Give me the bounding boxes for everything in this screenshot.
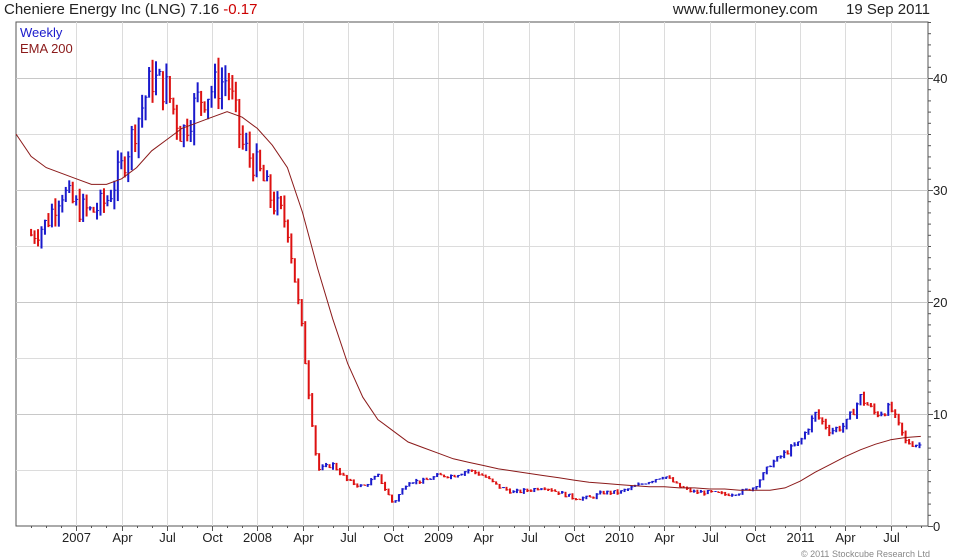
x-grid	[31, 22, 922, 531]
y-axis-labels: 0 10 20 30 40	[933, 71, 947, 534]
company-name: Cheniere Energy Inc (LNG)	[4, 1, 186, 18]
source-site: www.fullermoney.com	[672, 1, 818, 18]
x-tick-label: Apr	[835, 530, 856, 545]
plot-frame	[15, 21, 929, 527]
x-tick-label: Apr	[654, 530, 675, 545]
price-bars	[30, 57, 922, 503]
last-price: 7.16	[189, 1, 220, 18]
y-tick-label: 10	[933, 407, 947, 422]
x-tick-label: Oct	[383, 530, 404, 545]
x-tick-label: Oct	[202, 530, 223, 545]
chart-date: 19 Sep 2011	[846, 1, 930, 18]
legend-entry: EMA 200	[20, 41, 73, 56]
chart-source: www.fullermoney.com 19 Sep 2011	[673, 1, 930, 18]
x-tick-label: Oct	[564, 530, 585, 545]
y-tick-label: 20	[933, 295, 947, 310]
x-tick-label: 2010	[605, 530, 634, 545]
x-tick-label: Apr	[112, 530, 133, 545]
x-tick-label: 2009	[424, 530, 453, 545]
x-tick-label: Jul	[702, 530, 719, 545]
chart-title: Cheniere Energy Inc (LNG) 7.16 -0.17	[4, 1, 258, 18]
y-tick-label: 0	[933, 519, 940, 534]
y-grid	[16, 22, 933, 527]
ema-200-line	[15, 111, 921, 491]
legend-entry: Weekly	[20, 25, 63, 40]
copyright: © 2011 Stockcube Research Ltd	[800, 549, 930, 559]
x-tick-label: Oct	[745, 530, 766, 545]
x-tick-label: Apr	[473, 530, 494, 545]
x-tick-label: 2007	[62, 530, 91, 545]
x-tick-label: 2011	[787, 530, 815, 545]
x-tick-label: Jul	[883, 530, 900, 545]
y-tick-label: 40	[933, 71, 947, 86]
x-tick-label: Apr	[293, 530, 314, 545]
x-tick-label: Jul	[340, 530, 357, 545]
x-tick-label: 2008	[243, 530, 272, 545]
y-tick-label: 30	[933, 183, 947, 198]
x-axis-labels: 2007 Apr Jul Oct 2008 Apr Jul Oct 2009 Apr Jul Oct 2…	[62, 530, 900, 545]
x-tick-label: Jul	[159, 530, 176, 545]
price-change: -0.17	[223, 1, 258, 18]
x-tick-label: Jul	[521, 530, 538, 545]
